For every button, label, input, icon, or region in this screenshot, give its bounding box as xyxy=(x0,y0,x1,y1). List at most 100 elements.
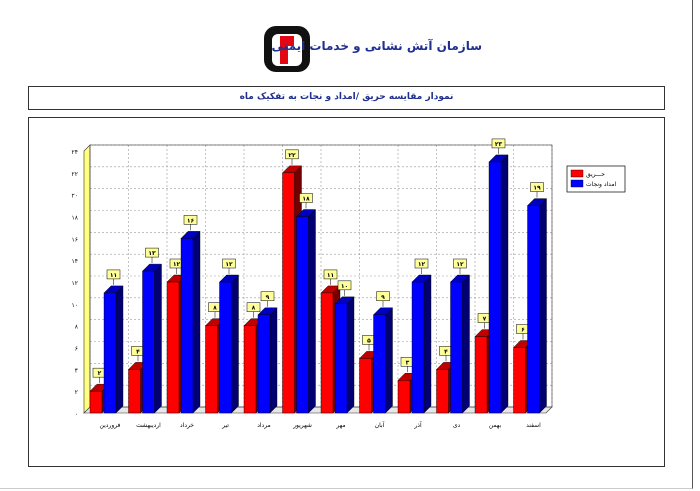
x-tick-label: اردیبهشت xyxy=(136,422,161,429)
x-tick-label: مرداد xyxy=(257,422,271,429)
fire-bar xyxy=(397,380,411,414)
x-tick-label: آبان xyxy=(375,420,385,429)
bar-chart: ۰۲۴۶۸۱۰۱۲۱۴۱۶۱۸۲۰۲۲۲۴۲۱۱فروردین۴۱۳اردیبه… xyxy=(72,138,626,429)
rescue-data-label: ۹ xyxy=(266,294,270,301)
rescue-bar xyxy=(103,292,117,414)
rescue-bar xyxy=(180,238,194,414)
rescue-bar xyxy=(411,281,425,414)
rescue-data-label: ۱۳ xyxy=(148,250,156,257)
y-tick-label: ۸ xyxy=(75,324,79,331)
rescue-bar xyxy=(219,281,232,414)
fire-bar xyxy=(320,292,334,414)
fire-data-label: ۶ xyxy=(521,327,525,334)
rescue-bar-side xyxy=(500,154,509,414)
rescue-bar-side xyxy=(192,230,201,414)
rescue-bar-side xyxy=(269,307,278,414)
y-tick-label: ۶ xyxy=(75,346,78,353)
chart-title-box: نمودار مقایسه حریق /امداد و نجات به تفکی… xyxy=(28,86,665,110)
rescue-bar xyxy=(257,314,271,414)
rescue-bar-side xyxy=(462,274,470,414)
y-tick-label: ۲۲ xyxy=(72,171,78,178)
rescue-data-label: ۱۶ xyxy=(187,217,195,224)
fire-data-label: ۲ xyxy=(98,370,102,377)
legend-swatch-rescue xyxy=(570,179,584,188)
fire-data-label: ۸ xyxy=(213,305,217,312)
rescue-bar-side xyxy=(423,274,432,414)
rescue-bar-side xyxy=(154,263,162,414)
y-tick-label: ۲۰ xyxy=(72,193,78,200)
rescue-bar xyxy=(527,205,540,414)
fire-department-logo-icon xyxy=(264,26,310,72)
fire-bar xyxy=(243,325,257,414)
fire-bar xyxy=(474,336,488,414)
rescue-data-label: ۱۸ xyxy=(302,196,310,203)
fire-data-label: ۳ xyxy=(406,359,410,366)
rescue-data-label: ۲۳ xyxy=(495,141,503,148)
fire-data-label: ۱۱ xyxy=(327,272,334,279)
rescue-bar xyxy=(450,281,463,414)
chart-container: ۰ ۲ ۴ ۶ ۸ ۱۰ ۱۲ ۱۴ ۱۶ ۱۸ ۲۰ ۲۲ ۲۴ ۲ ۱۱ فروردین ۴ ۱۳ اردیبه… xyxy=(28,117,665,467)
rescue-bar xyxy=(296,216,309,414)
fire-bar xyxy=(89,390,103,414)
plot-left-wall xyxy=(83,144,91,414)
fire-data-label: ۵ xyxy=(367,337,371,344)
y-tick-label: ۲۴ xyxy=(72,149,78,156)
fire-data-label: ۷ xyxy=(483,316,487,323)
y-tick-label: ۱۴ xyxy=(72,258,78,265)
fire-bar xyxy=(359,358,372,414)
org-title: سازمان آتش نشانی و خدمات ایمنی xyxy=(271,39,482,53)
fire-bar xyxy=(166,281,180,414)
legend-label-rescue: امداد ونجات xyxy=(586,181,617,188)
rescue-data-label: ۱۱ xyxy=(110,272,117,279)
fire-data-label-box xyxy=(285,149,299,160)
x-tick-label: دی xyxy=(453,422,461,429)
rescue-bar xyxy=(334,303,348,414)
legend-label-fire: حـــریق xyxy=(586,171,605,178)
rescue-bar-side xyxy=(115,285,124,414)
y-tick-label: ۲ xyxy=(75,389,78,396)
y-tick-label: ۱۲ xyxy=(72,280,78,287)
plot-back-wall xyxy=(84,145,552,413)
rescue-data-label: ۱۹ xyxy=(533,185,541,192)
x-tick-label: بهمن xyxy=(489,422,502,429)
rescue-bar xyxy=(142,270,155,414)
rescue-bar-side xyxy=(308,209,316,414)
x-tick-label: آذر xyxy=(413,420,422,429)
fire-bar xyxy=(436,369,449,414)
chart-title: نمودار مقایسه حریق /امداد و نجات به تفکی… xyxy=(239,92,454,102)
fire-data-label: ۴ xyxy=(444,348,448,355)
rescue-data-label: ۱۰ xyxy=(341,283,348,290)
rescue-data-label-box xyxy=(337,280,352,291)
x-tick-label: تیر xyxy=(221,422,229,429)
fire-data-label: ۸ xyxy=(252,305,256,312)
y-tick-label: ۱۶ xyxy=(72,236,78,243)
rescue-bar-side xyxy=(231,274,239,414)
fire-bar xyxy=(128,369,141,414)
fire-bar xyxy=(513,347,526,414)
y-tick-label: ۴ xyxy=(75,367,78,374)
fire-data-label: ۲۲ xyxy=(288,152,296,159)
x-tick-label: مهر xyxy=(335,422,345,429)
rescue-data-label: ۱۲ xyxy=(456,261,464,268)
y-tick-label: ۱۰ xyxy=(72,302,78,309)
y-tick-label: ۱۸ xyxy=(72,215,79,222)
rescue-data-label: ۱۲ xyxy=(418,261,426,268)
rescue-bar xyxy=(488,161,502,414)
rescue-bar-side xyxy=(346,296,355,414)
header: سازمان آتش نشانی و خدمات ایمنی xyxy=(0,24,700,76)
fire-data-label: ۱۲ xyxy=(173,261,181,268)
rescue-data-label-box xyxy=(145,247,159,258)
rescue-data-label: ۹ xyxy=(381,294,385,301)
x-tick-label: خرداد xyxy=(180,422,194,429)
rescue-data-label: ۱۲ xyxy=(225,261,233,268)
x-tick-label: اسفند xyxy=(526,422,541,429)
fire-data-label: ۴ xyxy=(136,348,140,355)
fire-bar xyxy=(205,325,218,414)
x-tick-label: شهریور xyxy=(292,422,312,429)
legend-swatch-fire xyxy=(570,169,584,178)
fire-bar xyxy=(282,172,295,414)
y-tick-label: ۰ xyxy=(75,411,78,418)
rescue-bar-side xyxy=(539,198,547,414)
rescue-bar-side xyxy=(385,307,393,414)
x-tick-label: فروردین xyxy=(100,422,121,429)
